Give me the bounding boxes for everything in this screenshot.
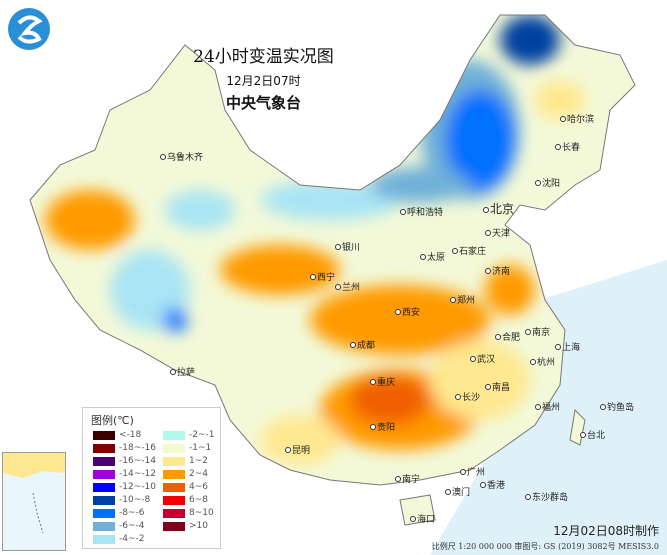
- city-label: 武汉: [470, 352, 495, 365]
- legend-label: -18~-16: [119, 443, 156, 453]
- city-label: 济南: [485, 264, 510, 277]
- legend-item: -6~-4: [93, 521, 145, 531]
- legend-swatch: [163, 521, 185, 531]
- legend-label: -2~-1: [189, 430, 215, 440]
- city-label: 钓鱼岛: [600, 400, 634, 413]
- city-label: 南昌: [485, 380, 510, 393]
- city-label: 东沙群岛: [525, 490, 568, 503]
- city-label: 西安: [395, 305, 420, 318]
- legend-item: -14~-12: [93, 469, 156, 479]
- legend-item: 4~6: [163, 482, 208, 492]
- legend-item: 8~10: [163, 508, 214, 518]
- map-title: 24小时变温实况图: [193, 47, 334, 67]
- legend-item: <-18: [93, 430, 141, 440]
- city-label: 澳门: [445, 485, 470, 498]
- legend-item: 6~8: [163, 495, 208, 505]
- legend-label: -8~-6: [119, 508, 145, 518]
- legend-item: 1~2: [163, 456, 208, 466]
- map-time: 12月2日07时: [226, 74, 301, 88]
- legend-label: 2~4: [189, 469, 208, 479]
- legend-swatch: [163, 430, 185, 440]
- legend-label: -12~-10: [119, 482, 156, 492]
- legend-swatch: [93, 443, 115, 453]
- legend-swatch: [93, 508, 115, 518]
- legend-swatch: [163, 508, 185, 518]
- production-time: 12月02日08时制作: [553, 524, 659, 538]
- city-label: 重庆: [370, 375, 395, 388]
- legend-label: -14~-12: [119, 469, 156, 479]
- city-label: 西宁: [310, 270, 335, 283]
- city-label: 哈尔滨: [560, 112, 594, 125]
- city-label: 乌鲁木齐: [160, 150, 203, 163]
- legend-item: -18~-16: [93, 443, 156, 453]
- city-label: 长春: [555, 140, 580, 153]
- city-label: 拉萨: [170, 365, 195, 378]
- legend-item: >10: [163, 521, 208, 531]
- legend-item: -1~1: [163, 443, 211, 453]
- city-label: 海口: [410, 512, 435, 525]
- legend-label: <-18: [119, 430, 142, 440]
- city-label: 银川: [335, 240, 360, 253]
- cma-logo: [5, 5, 53, 53]
- legend-swatch: [93, 534, 115, 544]
- legend-swatch: [93, 482, 115, 492]
- legend-label: 4~6: [189, 482, 208, 492]
- legend-label: -6~-4: [119, 521, 145, 531]
- city-label: 昆明: [285, 443, 310, 456]
- city-label: 香港: [480, 478, 505, 491]
- city-label: 合肥: [495, 330, 520, 343]
- legend-item: -10~-8: [93, 495, 150, 505]
- legend-item: -2~-1: [163, 430, 215, 440]
- city-label: 贵阳: [370, 420, 395, 433]
- city-label: 杭州: [530, 355, 555, 368]
- city-label: 郑州: [450, 293, 475, 306]
- city-label: 南宁: [395, 472, 420, 485]
- legend-swatch: [163, 495, 185, 505]
- south-china-sea-inset: [2, 452, 66, 551]
- city-label: 长沙: [455, 390, 480, 403]
- city-label: 上海: [555, 340, 580, 353]
- city-label: 福州: [535, 400, 560, 413]
- agency-name: 中央气象台: [225, 94, 301, 112]
- city-label: 沈阳: [535, 176, 560, 189]
- legend-label: 1~2: [189, 456, 208, 466]
- legend-item: -12~-10: [93, 482, 156, 492]
- legend-item: -16~-14: [93, 456, 156, 466]
- city-label: 兰州: [335, 280, 360, 293]
- legend-swatch: [93, 456, 115, 466]
- legend-item: 2~4: [163, 469, 208, 479]
- legend-swatch: [93, 430, 115, 440]
- city-label: 南京: [525, 325, 550, 338]
- legend-label: 8~10: [189, 508, 214, 518]
- legend-label: 6~8: [189, 495, 208, 505]
- city-label: 天津: [485, 226, 510, 239]
- legend-item: -4~-2: [93, 534, 145, 544]
- city-label: 成都: [350, 338, 375, 351]
- city-label: 广州: [460, 465, 485, 478]
- legend: 图例(℃) <-18 -18~-16 -16~-14 -14~-12 -12~-10 -1…: [82, 407, 221, 549]
- city-label: 石家庄: [452, 244, 486, 257]
- legend-label: -16~-14: [119, 456, 156, 466]
- city-label: 呼和浩特: [400, 205, 443, 218]
- city-label: 太原: [420, 250, 445, 263]
- legend-swatch: [163, 469, 185, 479]
- legend-swatch: [93, 469, 115, 479]
- legend-title: 图例(℃): [91, 414, 134, 427]
- legend-swatch: [93, 521, 115, 531]
- legend-swatch: [163, 482, 185, 492]
- legend-label: -4~-2: [119, 534, 145, 544]
- legend-swatch: [163, 456, 185, 466]
- city-label: 北京: [483, 200, 514, 217]
- legend-item: -8~-6: [93, 508, 145, 518]
- legend-label: -1~1: [189, 443, 212, 453]
- city-label: 台北: [580, 428, 605, 441]
- legend-label: >10: [189, 521, 208, 531]
- legend-label: -10~-8: [119, 495, 151, 505]
- legend-swatch: [163, 443, 185, 453]
- scale-and-approval: 比例尺 1:20 000 000 审图号: GS (2019) 3082号 ME…: [431, 542, 659, 551]
- legend-swatch: [93, 495, 115, 505]
